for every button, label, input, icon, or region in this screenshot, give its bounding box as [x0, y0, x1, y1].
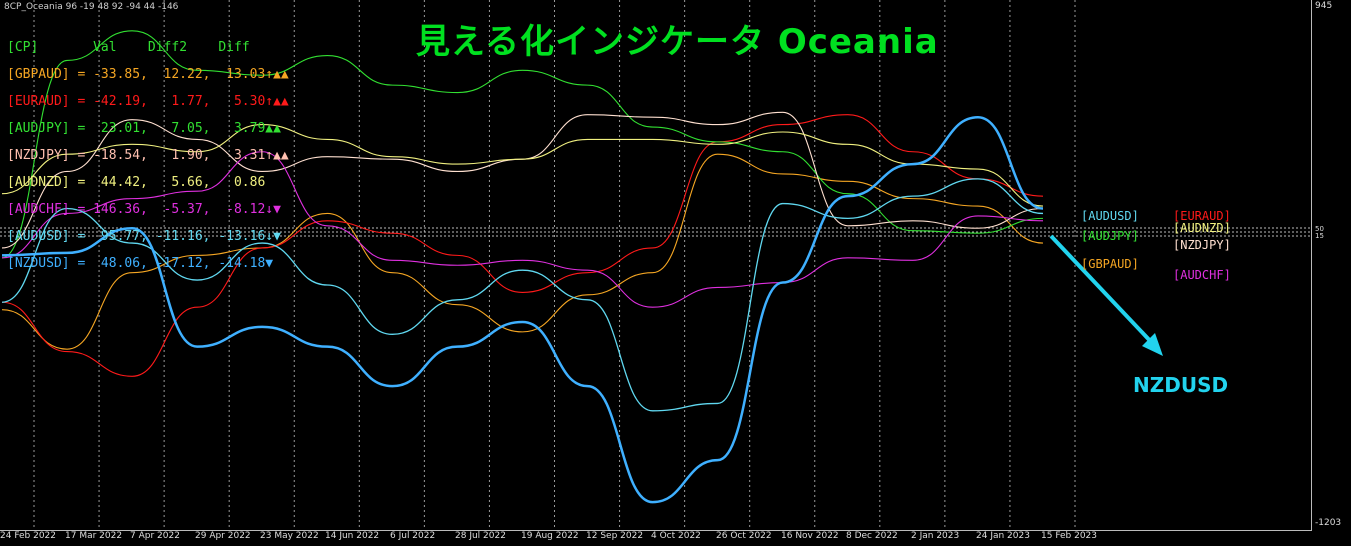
row-values: [NZDJPY] = -18.54, 1.90, 3.31 [7, 148, 266, 163]
x-tick-labels: 24 Feb 2022 17 Mar 2022 7 Apr 2022 29 Apr 2… [0, 531, 1311, 546]
col-cp: [CP] [7, 40, 39, 55]
x-tick-label: 8 Dec 2022 [846, 531, 898, 541]
x-tick-label: 19 Aug 2022 [521, 531, 579, 541]
table-row: [AUDNZD] = 44.42, 5.66, 0.86 [7, 169, 289, 196]
x-tick-label: 23 May 2022 [260, 531, 319, 541]
legend-item: [AUDCHF] [1173, 268, 1231, 282]
y-top-label: 945 [1315, 1, 1333, 11]
row-arrow: ↑ [265, 148, 274, 163]
x-tick-label: 2 Jan 2023 [911, 531, 960, 541]
legend-item: [GBPAUD] [1081, 257, 1139, 271]
table-row: [EURAUD] = -42.19, 1.77, 5.30↑▲▲ [7, 88, 289, 115]
series-line-audchf [1, 151, 1044, 308]
series-line-euraud [1, 114, 1044, 377]
row-values: [NZDUSD] = 48.06, -17.12, -14.18 [7, 256, 266, 271]
row-values: [AUDUSD] = 95.77, -11.16, -13.16 [7, 229, 266, 244]
table-row: [NZDJPY] = -18.54, 1.90, 3.31↑▲▲ [7, 142, 289, 169]
x-axis [0, 530, 1312, 531]
series-line-audusd [1, 178, 1044, 412]
x-tick-label: 12 Sep 2022 [586, 531, 644, 541]
y-mid-label-2: 15 [1315, 232, 1324, 240]
row-values: [AUDCHF] = 146.36, -5.37, -8.12 [7, 202, 266, 217]
table-row: [NZDUSD] = 48.06, -17.12, -14.18▼ [7, 250, 289, 277]
table-row: [GBPAUD] = -33.85, 12.22, 13.03↑▲▲ [7, 61, 289, 88]
legend-item: [AUDNZD] [1173, 221, 1231, 235]
row-trend-icon: ▼ [273, 229, 281, 244]
x-tick-label: 26 Oct 2022 [716, 531, 772, 541]
annotation-arrow [1049, 234, 1163, 356]
row-trend-icon: ▲▲ [265, 121, 281, 136]
x-tick-label: 14 Jun 2022 [325, 531, 380, 541]
legend-item: [EURAUD] [1173, 209, 1231, 223]
row-arrow: ↓ [265, 202, 274, 217]
row-arrow: ↑ [265, 67, 274, 82]
col-val: Val [93, 40, 117, 55]
row-trend-icon: ▲▲ [273, 94, 289, 109]
y-axis [1311, 0, 1312, 530]
row-trend-icon: ▲▲ [273, 148, 289, 163]
x-tick-label: 24 Jan 2023 [976, 531, 1030, 541]
row-arrow: ↑ [265, 94, 274, 109]
x-tick-label: 24 Feb 2022 [0, 531, 57, 541]
page-title: 見える化インジケータ Oceania [416, 22, 939, 62]
legend-item: [NZDJPY] [1173, 238, 1231, 252]
row-trend-icon: ▼ [265, 256, 274, 271]
table-row: [AUDJPY] = 23.01, 7.05, 3.79▲▲ [7, 115, 289, 142]
x-tick-label: 15 Feb 2023 [1041, 531, 1098, 541]
x-tick-label: 29 Apr 2022 [195, 531, 251, 541]
row-values: [AUDNZD] = 44.42, 5.66, 0.86 [7, 175, 266, 190]
x-tick-label: 6 Jul 2022 [390, 531, 436, 541]
row-values: [AUDJPY] = 23.01, 7.05, 3.79 [7, 121, 266, 136]
indicator-header: 8CP_Oceania 96 -19 48 92 -94 44 -146 [4, 2, 179, 12]
row-values: [EURAUD] = -42.19, 1.77, 5.30 [7, 94, 266, 109]
series-line-audnzd [1, 124, 1044, 207]
table-row: [AUDCHF] = 146.36, -5.37, -8.12↓▼ [7, 196, 289, 223]
currency-pair-table: [CP] Val Diff2 Diff [GBPAUD] = -33.85, 1… [7, 34, 289, 277]
y-mid-label-1: 50 [1315, 225, 1324, 233]
x-tick-label: 4 Oct 2022 [651, 531, 701, 541]
series-line-nzdusd [1, 115, 1044, 504]
row-values: [GBPAUD] = -33.85, 12.22, 13.03 [7, 67, 266, 82]
table-row: [AUDUSD] = 95.77, -11.16, -13.16↓▼ [7, 223, 289, 250]
col-diff: Diff [218, 40, 250, 55]
col-diff2: Diff2 [147, 40, 188, 55]
y-bottom-label: -1203 [1315, 518, 1342, 528]
x-tick-label: 7 Apr 2022 [130, 531, 180, 541]
legend-item: [AUDUSD] [1081, 209, 1139, 223]
x-tick-label: 16 Nov 2022 [781, 531, 839, 541]
legend-item: [AUDJPY] [1081, 229, 1139, 243]
row-trend-icon: ▲▲ [273, 67, 289, 82]
series-lines [1, 30, 1044, 504]
annotation-label: NZDUSD [1133, 373, 1229, 397]
x-tick-label: 28 Jul 2022 [455, 531, 506, 541]
row-arrow: ↓ [265, 229, 274, 244]
table-header: [CP] Val Diff2 Diff [7, 34, 289, 61]
x-tick-label: 17 Mar 2022 [65, 531, 123, 541]
row-trend-icon: ▼ [273, 202, 281, 217]
